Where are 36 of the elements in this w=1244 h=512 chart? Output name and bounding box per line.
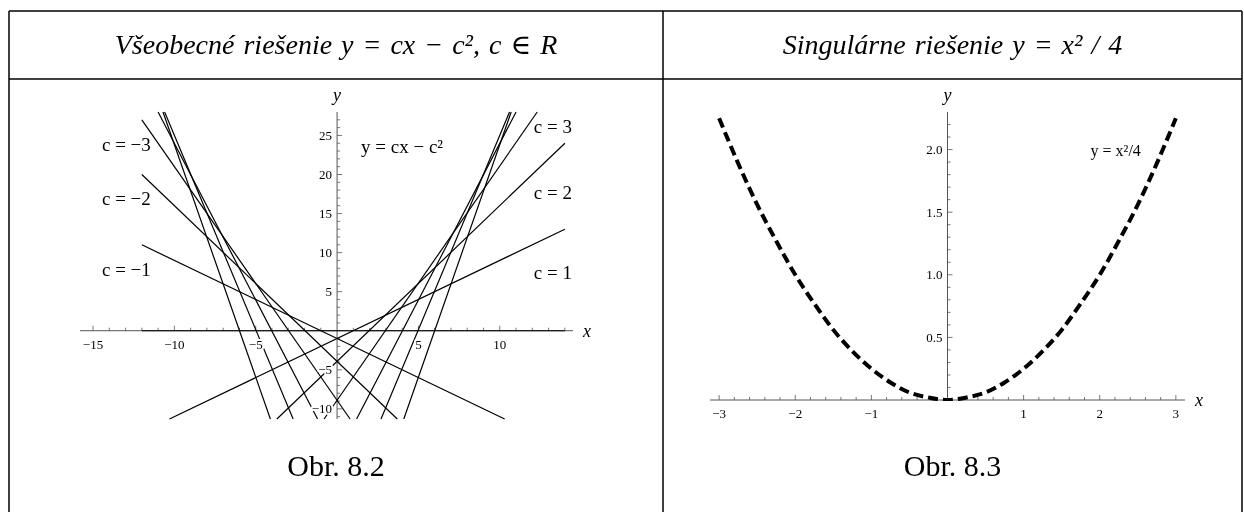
x-tick-label: −2	[788, 406, 803, 421]
annotation: y = cx − c²	[361, 136, 444, 157]
chart-title: Singulárne riešenie y = x² / 4	[782, 29, 1123, 60]
y-axis-title: y	[331, 85, 342, 105]
x-tick-label: 5	[415, 336, 422, 352]
series-label: y = x²/4	[1090, 142, 1141, 161]
y-tick-label: 5	[325, 284, 333, 300]
series-label: c = 3	[533, 116, 572, 138]
y-tick-label: 0.5	[926, 329, 943, 345]
x-tick-label: −15	[82, 336, 104, 352]
text: Obr. 8.3	[903, 449, 1002, 482]
x-tick-label: 10	[493, 336, 507, 352]
series-label: c = −1	[101, 258, 151, 280]
x-tick-label: −3	[712, 406, 727, 421]
series-label: c = 2	[533, 181, 572, 203]
series-label: c = −2	[101, 188, 151, 210]
y-tick-label: 1.0	[926, 267, 943, 283]
x-tick-label: −1	[864, 406, 879, 421]
y-tick-label: 2.0	[926, 142, 943, 158]
y-tick-label: 20	[319, 167, 333, 183]
y-tick-label: 25	[319, 127, 333, 143]
x-tick-label: 1	[1020, 406, 1027, 421]
x-axis-title: x	[1194, 390, 1203, 410]
x-tick-label: 3	[1172, 406, 1180, 421]
y-tick-label: 1.5	[926, 204, 943, 220]
x-tick-label: 2	[1096, 406, 1103, 421]
x-axis-title: x	[582, 320, 591, 341]
chart-title: Všeobecné riešenie y = cx − c², c ∈ R	[114, 29, 558, 60]
text: Obr. 8.2	[287, 449, 385, 482]
series-label: c = −3	[101, 133, 151, 155]
x-tick-label: −5	[248, 336, 263, 352]
y-axis-title: y	[941, 85, 952, 105]
y-tick-label: 10	[319, 245, 333, 261]
series-label: c = 1	[533, 261, 572, 283]
y-tick-label: 15	[319, 206, 333, 222]
x-tick-label: −10	[164, 336, 185, 352]
